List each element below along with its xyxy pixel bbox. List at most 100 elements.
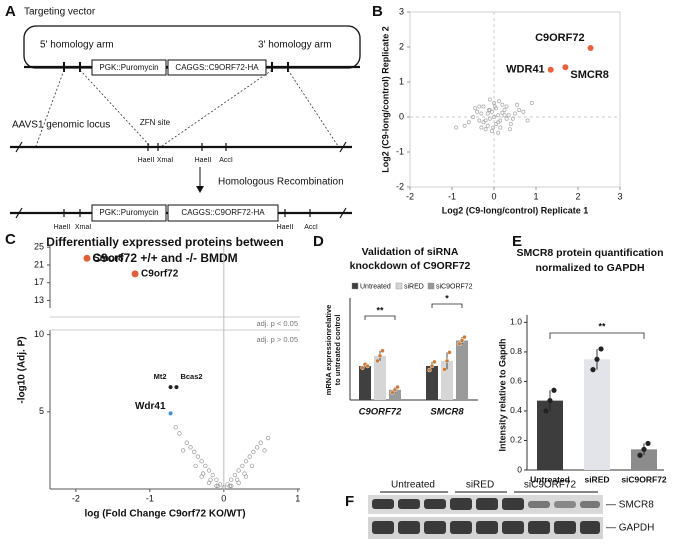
background-point <box>513 111 517 116</box>
site-label: XmaI <box>157 157 173 164</box>
y-tick-label: 21 <box>34 259 44 269</box>
y-tick-label: 2 <box>399 41 404 51</box>
replicate-point <box>459 338 465 343</box>
background-point <box>232 472 238 478</box>
background-point <box>506 113 511 118</box>
point-label: WDR41 <box>506 64 545 76</box>
highlight-point <box>562 64 569 71</box>
background-point <box>481 104 486 109</box>
background-point <box>496 130 501 135</box>
x-tick-label: 3 <box>617 191 622 201</box>
chart-title: Differentially expressed proteins betwee… <box>46 235 283 249</box>
band-label: — GAPDH <box>606 523 654 534</box>
replicate-point <box>365 363 370 369</box>
y-tick-label: 1.0 <box>510 317 522 327</box>
site-label: ZFN site <box>140 118 171 127</box>
y-tick-label: 5 <box>39 406 44 416</box>
y-tick-label: -1 <box>396 146 404 156</box>
background-point <box>489 109 494 114</box>
replicate-point <box>427 367 432 373</box>
highlight-point <box>131 270 139 278</box>
legend-swatch <box>351 282 359 290</box>
background-point <box>494 122 499 126</box>
background-point <box>492 104 497 109</box>
background-point <box>229 477 234 482</box>
x-axis-label: log (Fold Change C9orf72 KO/WT) <box>84 509 245 520</box>
background-point <box>206 468 212 473</box>
panel-label: B <box>372 3 383 20</box>
y-tick-label: 0.2 <box>510 435 522 445</box>
background-point <box>504 116 509 121</box>
background-point <box>492 101 496 105</box>
site-label: XmaI <box>75 224 91 231</box>
legend-label: siC9ORF72 <box>436 283 473 290</box>
y-tick-label: 13 <box>34 295 44 305</box>
result-marks <box>15 207 347 219</box>
arm-label: 5' homology arm <box>40 40 114 51</box>
y-axis-label: to untreated control <box>333 315 342 386</box>
y-tick-label: 10 <box>34 329 44 339</box>
x-tick-label: 0 <box>491 191 496 201</box>
background-point <box>199 459 204 464</box>
replicate-point <box>444 358 450 364</box>
replicate-point <box>392 387 398 392</box>
highlight-point <box>587 45 594 52</box>
background-point <box>517 108 522 112</box>
blot-group: siC9ORF72 <box>524 480 577 491</box>
bar <box>631 449 657 470</box>
y-tick-label: 0.8 <box>510 346 522 356</box>
bar <box>456 340 468 400</box>
replicate-point <box>375 358 380 364</box>
x-tick-label: siRED <box>584 474 609 484</box>
background-point <box>529 101 534 105</box>
replicate-point <box>390 390 395 395</box>
point-label: Mt2 <box>154 372 167 381</box>
blot-group: Untreated <box>391 480 435 491</box>
panel-label: D <box>313 233 324 250</box>
bands <box>372 498 600 534</box>
replicate-point <box>590 367 596 373</box>
x-axis-label: Log2 (C9-long/control) Replicate 1 <box>442 205 589 215</box>
bar <box>584 359 610 470</box>
replicate-point <box>598 346 604 352</box>
replicate-point <box>543 408 549 414</box>
background-point <box>504 104 509 109</box>
band-label: — SMCR8 <box>606 500 654 511</box>
background-point <box>515 102 520 107</box>
y-tick-label: 0.6 <box>510 376 522 386</box>
site-label: AccI <box>219 157 233 164</box>
background-point <box>483 118 488 123</box>
x-tick-label: -2 <box>406 191 414 201</box>
y-tick-label: 1 <box>399 76 404 86</box>
background-point <box>502 108 507 112</box>
background-point <box>525 118 530 123</box>
cassette-label: PGK::Puromycin <box>99 63 158 72</box>
y-axis-label: Intensity relative to Gapdh <box>497 338 507 451</box>
y-tick-label: 0 <box>399 111 404 121</box>
background-point <box>481 120 486 125</box>
replicate-point <box>462 334 467 340</box>
background-point <box>454 125 459 130</box>
background-point <box>188 445 193 450</box>
background-point <box>492 115 496 119</box>
background-point <box>473 106 478 111</box>
background-point <box>491 125 496 130</box>
background-point <box>203 463 208 468</box>
y-axis-label: mRNA expressionrelative <box>324 305 333 396</box>
replicate-point <box>447 350 452 355</box>
highlight-point <box>547 66 554 73</box>
site-label: HaeII <box>138 157 155 164</box>
y-axis-label: Log2 (C9-long/control) Replicate 2 <box>380 26 390 173</box>
background-point <box>502 113 507 118</box>
background-point <box>247 454 252 459</box>
chart-title: knockdown of C9ORF72 <box>350 260 471 272</box>
background-point <box>500 110 505 115</box>
blot-group: siRED <box>466 480 494 491</box>
western-blot: Untreated siRED siC9ORF72 — SMCR8 — GAPD… <box>368 480 654 539</box>
background-point <box>500 102 505 107</box>
y-tick-label: 17 <box>34 277 44 287</box>
significance-bracket <box>431 303 463 308</box>
legend-label: Untreated <box>360 283 391 290</box>
background-point <box>227 483 232 489</box>
bar <box>374 355 386 400</box>
